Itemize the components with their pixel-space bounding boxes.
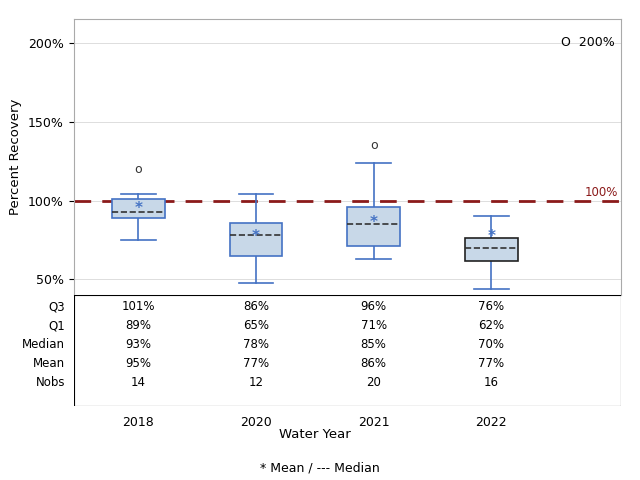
Text: *: * (487, 229, 495, 244)
Text: Q3: Q3 (49, 300, 65, 313)
Text: o: o (134, 163, 142, 176)
Text: Mean: Mean (33, 357, 65, 370)
Text: 2018: 2018 (122, 416, 154, 429)
Text: 16: 16 (484, 376, 499, 389)
Bar (348, 207, 400, 246)
Text: 101%: 101% (122, 300, 155, 313)
Text: 2021: 2021 (358, 416, 390, 429)
Text: 77%: 77% (243, 357, 269, 370)
Text: 70%: 70% (478, 338, 504, 351)
Text: *: * (370, 215, 378, 230)
Text: 86%: 86% (361, 357, 387, 370)
Text: 78%: 78% (243, 338, 269, 351)
Text: 71%: 71% (360, 319, 387, 332)
Text: * Mean / --- Median: * Mean / --- Median (260, 461, 380, 474)
Text: 89%: 89% (125, 319, 151, 332)
Text: o: o (370, 139, 378, 152)
Text: 14: 14 (131, 376, 146, 389)
Text: 65%: 65% (243, 319, 269, 332)
Text: 93%: 93% (125, 338, 151, 351)
Text: Median: Median (22, 338, 65, 351)
Text: Q1: Q1 (49, 319, 65, 332)
Text: 96%: 96% (360, 300, 387, 313)
Text: 95%: 95% (125, 357, 151, 370)
Bar (112, 199, 165, 218)
Bar (230, 223, 282, 256)
Text: 12: 12 (248, 376, 264, 389)
Text: *: * (252, 229, 260, 244)
Text: O  200%: O 200% (561, 36, 615, 49)
Text: 2022: 2022 (476, 416, 507, 429)
Text: Nobs: Nobs (36, 376, 65, 389)
Text: 85%: 85% (361, 338, 387, 351)
Text: 20: 20 (366, 376, 381, 389)
Text: Water Year: Water Year (279, 429, 351, 442)
Text: 100%: 100% (585, 186, 618, 199)
Text: 2020: 2020 (240, 416, 272, 429)
Y-axis label: Percent Recovery: Percent Recovery (10, 99, 22, 216)
Bar (465, 239, 518, 261)
Text: 62%: 62% (478, 319, 504, 332)
Text: 76%: 76% (478, 300, 504, 313)
Text: *: * (134, 201, 142, 216)
Text: 77%: 77% (478, 357, 504, 370)
Text: 86%: 86% (243, 300, 269, 313)
